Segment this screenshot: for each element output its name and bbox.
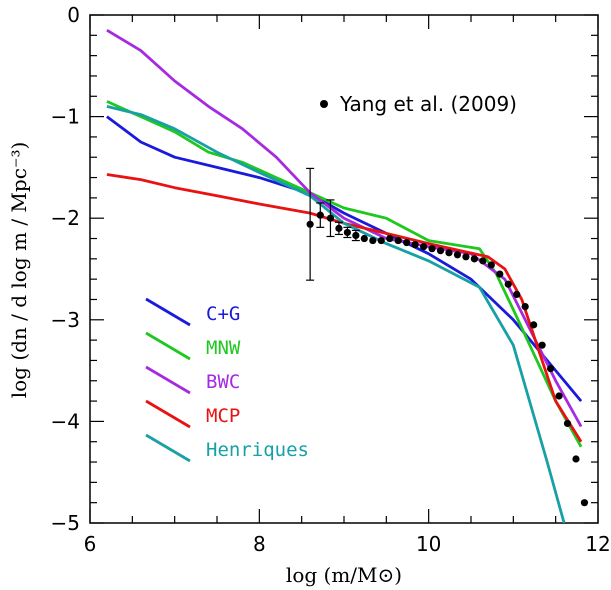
data-point — [453, 251, 462, 259]
data-point — [580, 499, 589, 507]
y-tick-label: −5 — [51, 511, 80, 535]
data-point — [335, 224, 343, 232]
legend-swatch — [145, 365, 191, 395]
legend-swatch — [145, 331, 191, 361]
data-point — [316, 211, 324, 219]
data-point — [360, 234, 368, 243]
y-tick-label: −4 — [51, 409, 80, 433]
data-point — [513, 290, 521, 298]
data-point — [504, 280, 512, 288]
data-point — [352, 231, 360, 240]
legend-label: BWC — [206, 371, 240, 393]
data-point — [394, 236, 402, 245]
data-point — [428, 245, 436, 253]
data-point — [343, 228, 351, 237]
legend-item: C+G — [145, 297, 240, 327]
x-tick-label: 6 — [84, 532, 97, 556]
plot-area: 6 8 10 12 0 −1 −2 −3 −4 −5 — [51, 3, 611, 556]
y-axis-title: log (dn / d log m / Mpc⁻³) — [7, 142, 31, 399]
y-axis-label: log (dn / d log m / Mpc⁻³) — [7, 142, 31, 399]
data-point — [386, 234, 394, 243]
data-point — [445, 249, 453, 257]
data-point — [521, 302, 529, 311]
data-point — [496, 270, 504, 278]
series-line-henriques — [106, 105, 566, 523]
x-tick-label: 10 — [416, 532, 441, 556]
legend: C+G MNW BWC MCP Henriques — [145, 297, 309, 463]
data-point — [555, 392, 563, 400]
series-line-mcp — [106, 173, 583, 443]
data-point — [470, 255, 478, 263]
y-tick-label: −2 — [51, 206, 80, 230]
axis-ticks: 6 8 10 12 0 −1 −2 −3 −4 −5 — [51, 3, 611, 556]
legend-label: MCP — [206, 405, 240, 427]
legend-item: Henriques — [145, 433, 309, 463]
data-point — [419, 243, 428, 251]
legend-label: C+G — [206, 303, 240, 325]
data-point — [326, 214, 335, 222]
points-legend-marker — [320, 100, 328, 108]
data-point — [306, 220, 314, 228]
y-tick-label: −1 — [51, 105, 80, 129]
data-point — [369, 236, 377, 245]
data-points — [306, 211, 589, 507]
data-point — [462, 253, 470, 261]
points-legend: Yang et al. (2009) — [320, 92, 517, 116]
data-point — [563, 419, 572, 428]
legend-swatch — [145, 399, 191, 429]
data-point — [530, 321, 538, 329]
x-tick-label: 12 — [585, 532, 610, 556]
legend-item: BWC — [145, 365, 240, 395]
data-point — [487, 261, 495, 269]
data-point — [403, 238, 411, 247]
legend-swatch — [145, 433, 191, 463]
legend-label: Henriques — [206, 439, 309, 461]
series-line-bwc — [106, 29, 583, 428]
y-tick-label: −3 — [51, 308, 80, 332]
data-point — [546, 364, 555, 373]
series-line-mnw — [106, 100, 583, 448]
x-axis-label: log (m/M⊙) — [286, 563, 402, 587]
legend-item: MCP — [145, 399, 240, 429]
data-point — [538, 341, 546, 349]
series-line-c-g — [106, 115, 583, 402]
legend-swatch — [145, 297, 191, 327]
legend-label: MNW — [206, 337, 241, 359]
legend-item: MNW — [145, 331, 241, 361]
x-tick-label: 8 — [253, 532, 266, 556]
data-point — [479, 257, 487, 265]
data-point — [436, 247, 445, 255]
data-point — [572, 455, 580, 463]
data-point — [377, 236, 385, 245]
y-tick-label: 0 — [67, 3, 80, 27]
points-legend-label: Yang et al. (2009) — [339, 92, 517, 116]
data-point — [411, 241, 419, 249]
